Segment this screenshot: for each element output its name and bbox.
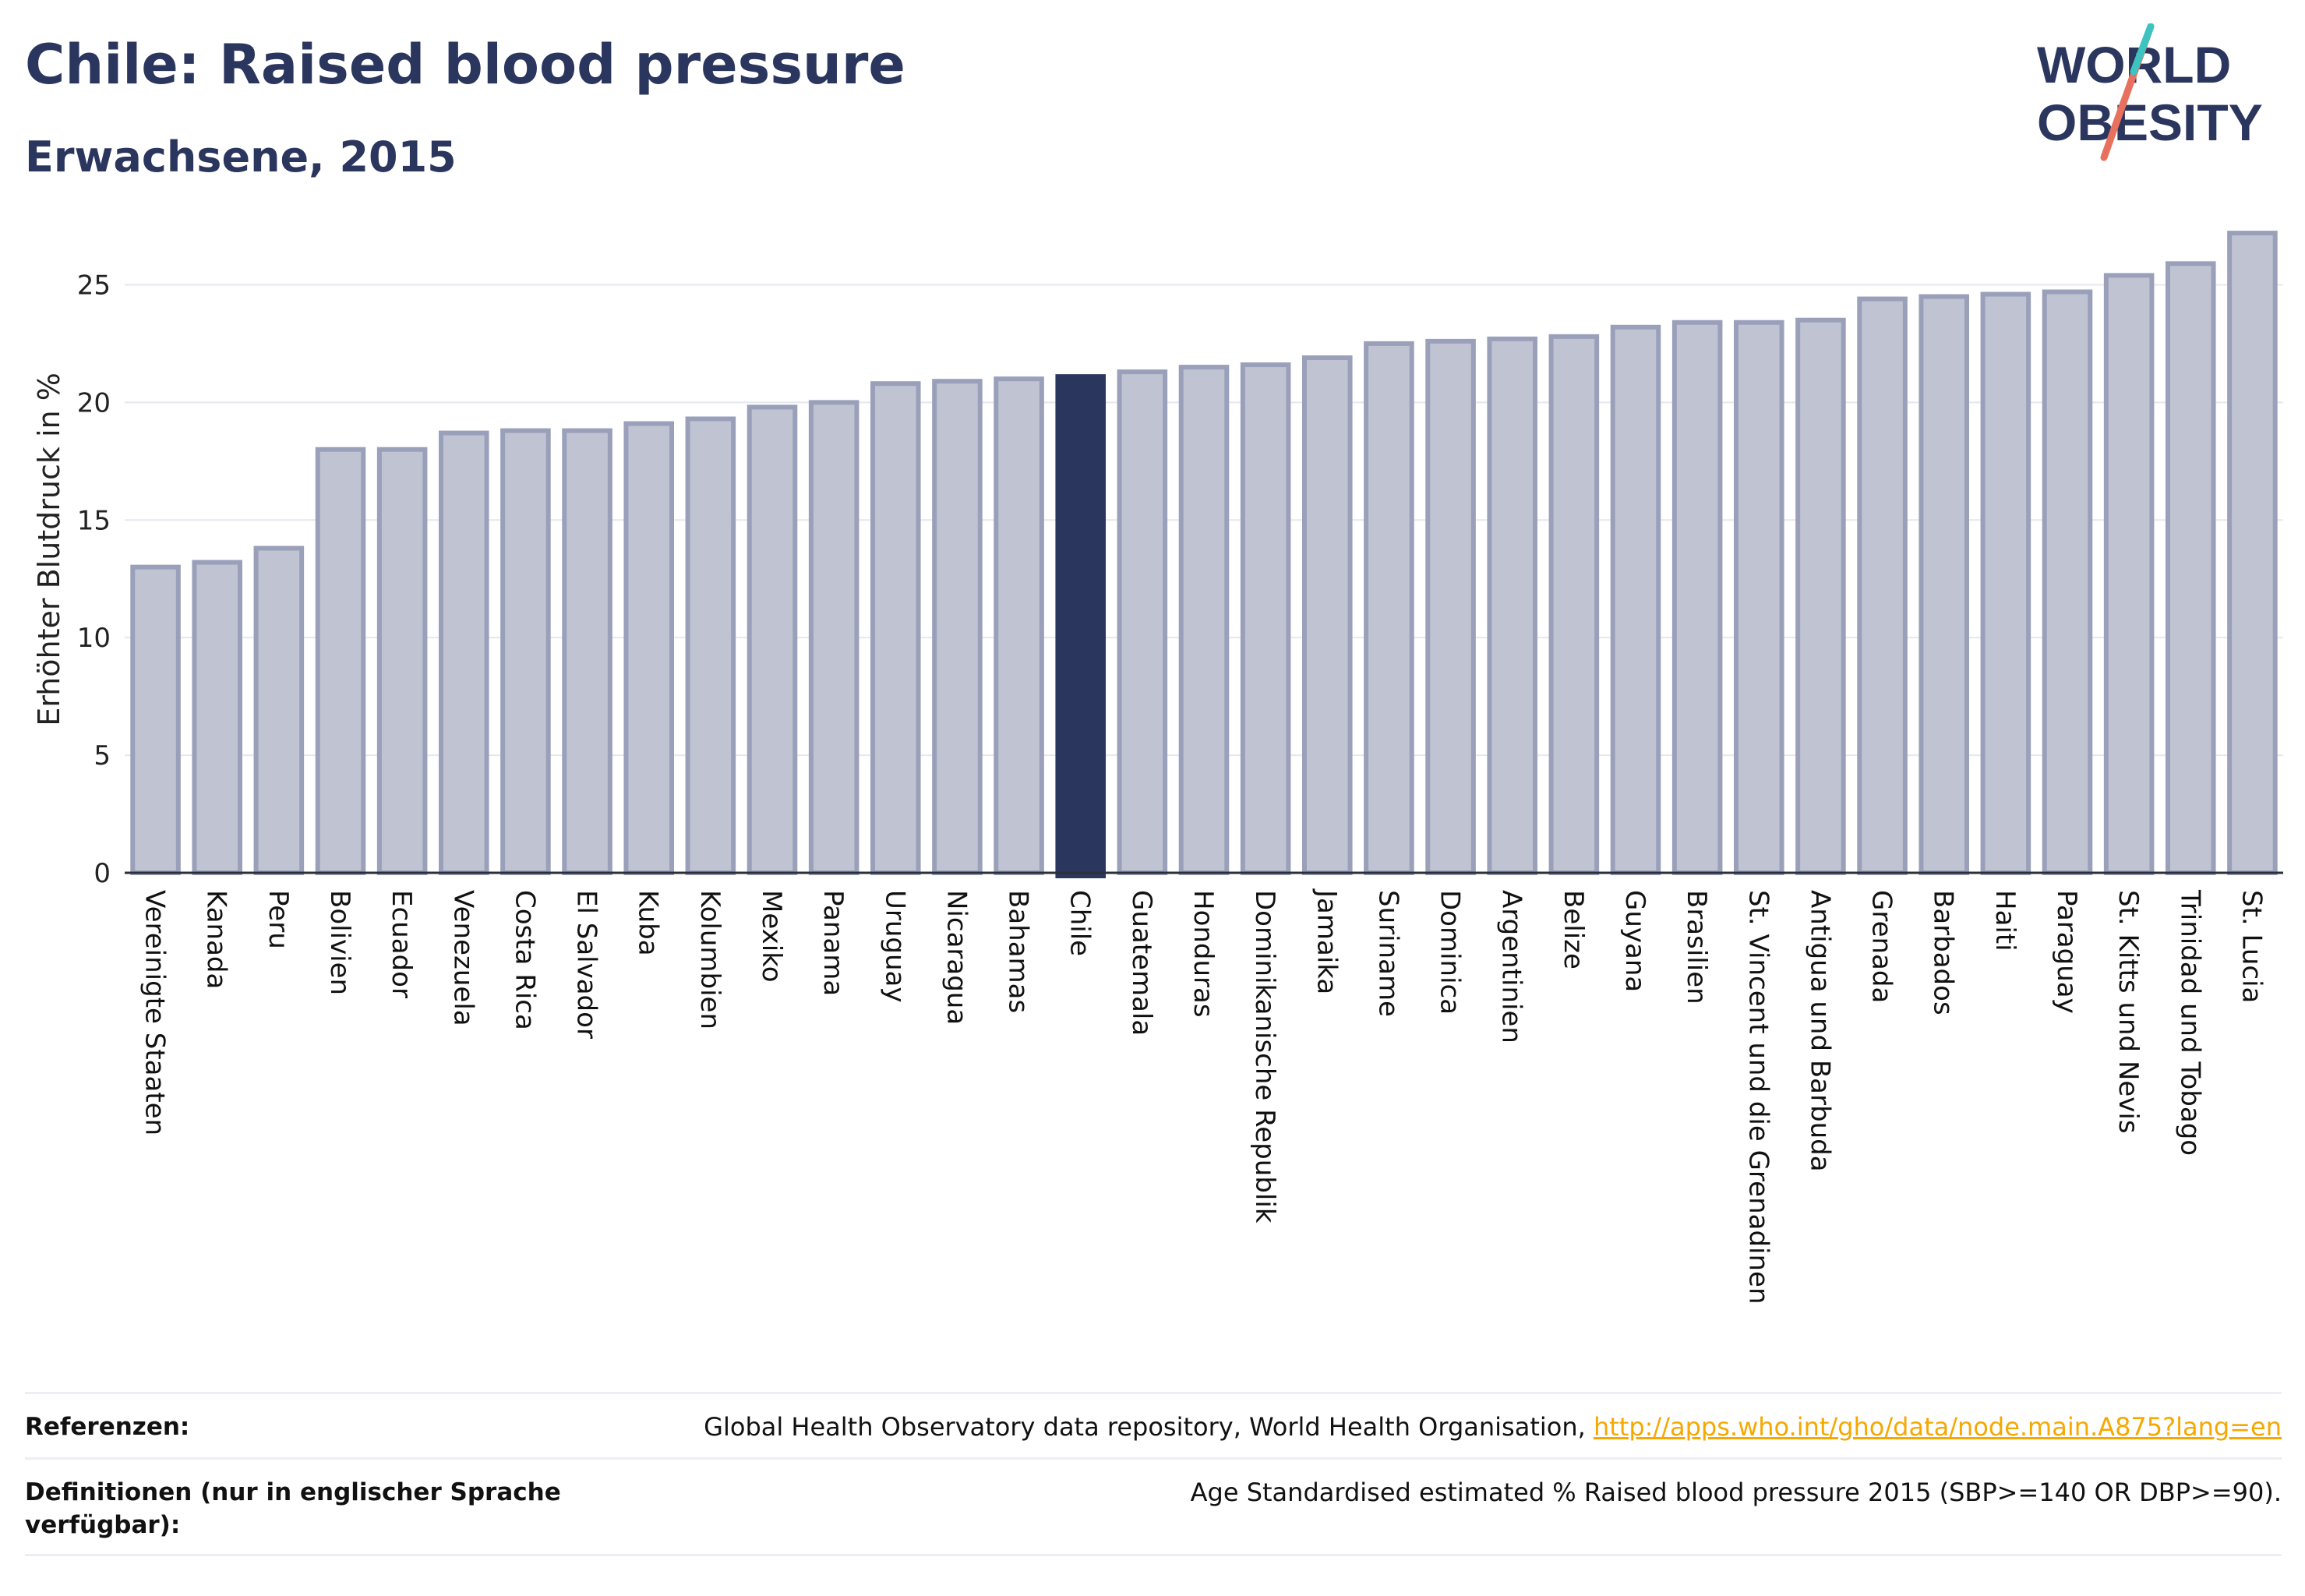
y-axis-label: Erhöhter Blutdruck in % [32, 373, 66, 726]
bar [1487, 336, 1537, 875]
bar [747, 404, 798, 875]
bar [1918, 294, 1969, 875]
x-tick-label: Venezuela [447, 890, 478, 1026]
bar [315, 447, 366, 875]
y-tick-label: 0 [94, 858, 111, 889]
y-tick-label: 20 [77, 387, 111, 418]
bar [2227, 231, 2278, 875]
bar [2103, 273, 2155, 875]
references-label: Referenzen: [25, 1413, 190, 1441]
x-tick-label: Grenada [1866, 890, 1897, 1003]
y-tick-label: 5 [94, 740, 111, 772]
x-tick-label: Brasilien [1681, 890, 1712, 1005]
footer-divider-bottom [25, 1554, 2282, 1556]
footer-divider-top [25, 1392, 2282, 1394]
bar [376, 447, 428, 875]
x-tick-label: Guatemala [1126, 890, 1157, 1036]
bar [994, 376, 1044, 875]
bar [1610, 324, 1661, 876]
bar [932, 379, 983, 875]
definitions-text: Age Standardised estimated % Raised bloo… [1190, 1478, 2282, 1507]
x-tick-label: Haiti [1989, 890, 2021, 952]
logo-text-obesity: OBESITY [2037, 94, 2263, 151]
references-text: Global Health Observatory data repositor… [704, 1412, 1586, 1442]
x-tick-label: Honduras [1188, 890, 1219, 1018]
definitions-row: Definitionen (nur in englischer Sprache … [25, 1476, 2282, 1541]
bar [1734, 320, 1784, 875]
x-tick-label: Paraguay [2051, 890, 2082, 1014]
bar [1055, 374, 1106, 878]
bar [2166, 261, 2216, 876]
x-tick-label: Belize [1558, 890, 1589, 969]
bar [439, 430, 489, 875]
x-tick-label: Antigua und Barbuda [1804, 890, 1835, 1172]
chart-subtitle: Erwachsene, 2015 [25, 132, 457, 182]
bar [1178, 365, 1230, 876]
y-tick-label: 25 [77, 270, 111, 301]
x-tick-label: Argentinien [1496, 890, 1527, 1043]
x-tick-label: Suriname [1372, 890, 1403, 1017]
bar [500, 428, 551, 875]
bar [1795, 317, 1846, 875]
bar [130, 564, 181, 875]
bar [1857, 296, 1908, 875]
bar [1671, 320, 1723, 875]
bar [1425, 338, 1476, 875]
y-tick-label: 10 [77, 623, 111, 654]
bar [2042, 289, 2093, 875]
bar [1240, 362, 1291, 875]
x-tick-label: Barbados [1928, 890, 1959, 1015]
definitions-label: Definitionen (nur in englischer Sprache … [25, 1478, 561, 1539]
bar [253, 546, 305, 875]
x-tick-label: Vereinigte Staaten [139, 890, 171, 1135]
logo-slash-teal [2130, 23, 2155, 76]
x-tick-label: Chile [1064, 890, 1096, 956]
bar [685, 416, 736, 875]
x-tick-label: Dominikanische Republik [1249, 890, 1280, 1223]
x-tick-label: Mexiko [756, 890, 787, 983]
x-tick-label: Costa Rica [509, 890, 540, 1030]
bar [870, 381, 921, 875]
x-tick-label: Nicaragua [941, 890, 972, 1025]
bar [1980, 291, 2031, 875]
x-tick-label: Peru [263, 890, 294, 949]
bar [1364, 341, 1414, 875]
bar [562, 428, 612, 875]
x-tick-label: El Salvador [571, 890, 602, 1039]
world-obesity-logo: WORLD OBESITY [2037, 23, 2263, 161]
references-row: Referenzen: Global Health Observatory da… [25, 1411, 2282, 1443]
bar [623, 421, 674, 875]
x-tick-label: Kuba [633, 890, 664, 956]
chart-title: Chile: Raised blood pressure [25, 33, 905, 97]
bar [1117, 369, 1168, 875]
references-link[interactable]: http://apps.who.int/gho/data/node.main.A… [1593, 1412, 2282, 1442]
x-tick-label: Trinidad und Tobago [2174, 889, 2205, 1156]
x-tick-label: Dominica [1435, 890, 1466, 1015]
x-tick-label: Bahamas [1003, 890, 1034, 1013]
x-tick-label: Ecuador [386, 890, 417, 998]
bar [1548, 334, 1600, 875]
y-tick-label: 15 [77, 505, 111, 536]
bar [1302, 355, 1353, 875]
bar [192, 560, 242, 875]
x-tick-label: St. Lucia [2236, 890, 2267, 1003]
x-tick-label: Uruguay [879, 890, 910, 1003]
x-tick-label: Bolivien [324, 890, 355, 995]
x-tick-label: Guyana [1619, 890, 1650, 992]
references-value: Global Health Observatory data repositor… [704, 1411, 2282, 1443]
x-tick-label: Panama [817, 890, 849, 996]
x-tick-label: Jamaika [1311, 888, 1342, 994]
x-tick-label: St. Kitts und Nevis [2113, 890, 2144, 1134]
bar [808, 400, 860, 875]
x-tick-label: Kanada [201, 890, 232, 989]
footer-divider-middle [25, 1457, 2282, 1460]
x-tick-label: Kolumbien [694, 890, 725, 1029]
x-tick-label: St. Vincent und die Grenadinen [1742, 890, 1774, 1305]
bar-chart: 0 5 10 15 20 25 Erhöhter Blutdruck in % Vereini… [32, 231, 2283, 1305]
